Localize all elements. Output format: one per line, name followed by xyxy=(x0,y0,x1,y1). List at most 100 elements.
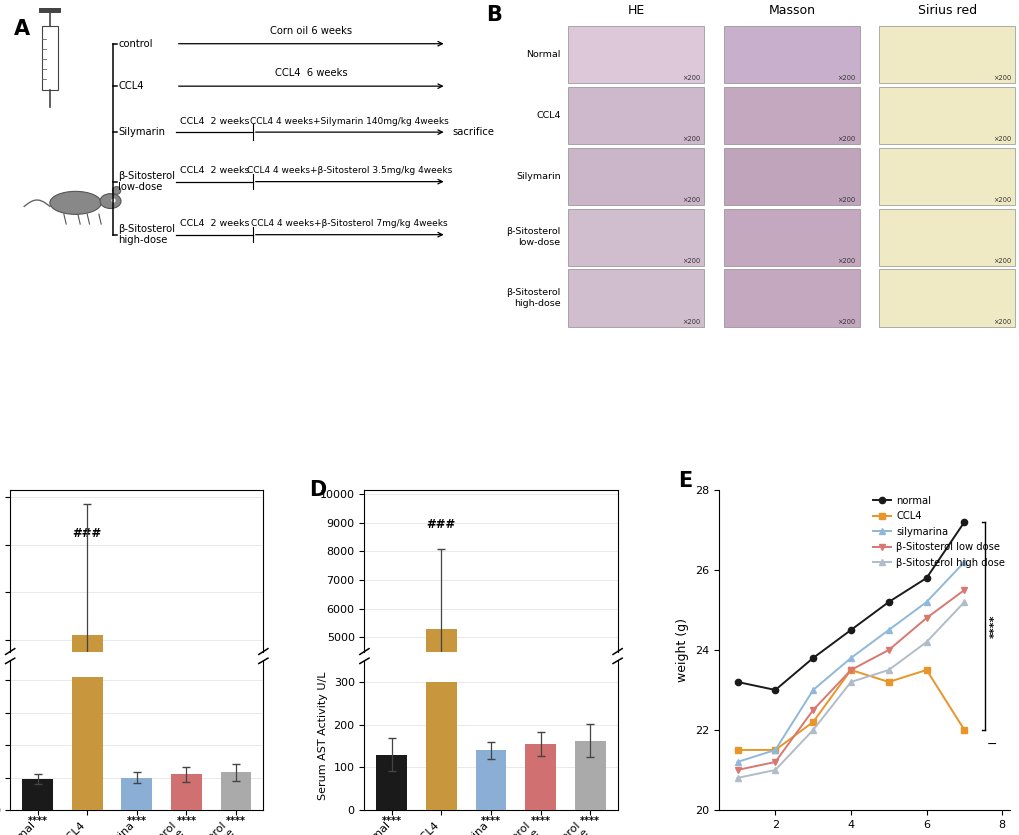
CCL4 xyxy=(731,745,743,755)
normal xyxy=(919,573,931,583)
Text: ×200: ×200 xyxy=(682,136,700,142)
silymarina xyxy=(919,597,931,607)
β-Sitosterol low dose xyxy=(806,705,818,715)
Text: β-Sitosterol
high-dose: β-Sitosterol high-dose xyxy=(118,224,175,245)
Text: CCL4 4 weeks+β-Sitosterol 3.5mg/kg 4weeks: CCL4 4 weeks+β-Sitosterol 3.5mg/kg 4week… xyxy=(247,166,451,175)
Text: CCL4  6 weeks: CCL4 6 weeks xyxy=(274,68,347,78)
Line: CCL4: CCL4 xyxy=(734,667,967,753)
Bar xyxy=(40,7,60,12)
Bar xyxy=(171,774,202,810)
CCL4 xyxy=(806,717,818,727)
Bar xyxy=(71,635,103,830)
FancyBboxPatch shape xyxy=(723,87,859,144)
CCL4 xyxy=(881,677,894,687)
silymarina xyxy=(881,625,894,635)
Text: CCL4: CCL4 xyxy=(536,111,560,120)
Line: silymarina: silymarina xyxy=(734,559,967,765)
β-Sitosterol high dose xyxy=(806,725,818,735)
Text: ****: **** xyxy=(176,816,197,826)
FancyBboxPatch shape xyxy=(723,270,859,326)
Bar xyxy=(376,755,407,810)
β-Sitosterol high dose xyxy=(881,665,894,675)
Bar xyxy=(42,26,58,89)
FancyBboxPatch shape xyxy=(878,26,1015,84)
β-Sitosterol high dose xyxy=(919,637,931,647)
Text: ****: **** xyxy=(530,816,550,826)
Text: D: D xyxy=(309,480,326,500)
β-Sitosterol high dose xyxy=(958,597,970,607)
β-Sitosterol low dose xyxy=(731,765,743,775)
Text: HE: HE xyxy=(627,4,644,18)
Text: Corn oil 6 weeks: Corn oil 6 weeks xyxy=(270,26,352,36)
silymarina xyxy=(806,685,818,695)
silymarina xyxy=(958,557,970,567)
FancyBboxPatch shape xyxy=(568,87,704,144)
FancyBboxPatch shape xyxy=(568,148,704,205)
Ellipse shape xyxy=(100,194,121,209)
CCL4 xyxy=(919,665,931,675)
Text: ****: **** xyxy=(28,816,48,826)
Text: CCL4 4 weeks+β-Sitosterol 7mg/kg 4weeks: CCL4 4 weeks+β-Sitosterol 7mg/kg 4weeks xyxy=(251,220,447,228)
Text: ×200: ×200 xyxy=(682,318,700,325)
Line: normal: normal xyxy=(734,519,967,693)
Bar xyxy=(475,751,505,810)
Text: Sirius red: Sirius red xyxy=(917,4,976,18)
Bar xyxy=(426,629,457,780)
Bar xyxy=(22,779,53,810)
β-Sitosterol low dose xyxy=(919,613,931,623)
Legend: normal, CCL4, silymarina, β-Sitosterol low dose, β-Sitosterol high dose: normal, CCL4, silymarina, β-Sitosterol l… xyxy=(868,492,1008,572)
Text: ×200: ×200 xyxy=(837,197,855,203)
Text: ###: ### xyxy=(72,528,102,540)
FancyBboxPatch shape xyxy=(878,270,1015,326)
β-Sitosterol high dose xyxy=(731,773,743,783)
Text: ###: ### xyxy=(426,519,455,531)
FancyBboxPatch shape xyxy=(723,26,859,84)
silymarina xyxy=(844,653,856,663)
FancyBboxPatch shape xyxy=(568,26,704,84)
FancyBboxPatch shape xyxy=(568,209,704,266)
Text: β-Sitosterol
low-dose: β-Sitosterol low-dose xyxy=(505,227,560,247)
Text: sacrifice: sacrifice xyxy=(451,127,493,137)
β-Sitosterol low dose xyxy=(844,665,856,675)
Text: ****: **** xyxy=(381,816,401,826)
Text: CCL4 4 weeks+Silymarin 140mg/kg 4weeks: CCL4 4 weeks+Silymarin 140mg/kg 4weeks xyxy=(250,117,448,126)
CCL4 xyxy=(958,725,970,735)
Text: ×200: ×200 xyxy=(837,75,855,81)
Text: ****: **** xyxy=(481,816,500,826)
Text: ****: **** xyxy=(988,615,999,638)
β-Sitosterol low dose xyxy=(881,645,894,655)
Bar xyxy=(426,682,457,810)
Text: ****: **** xyxy=(226,816,246,826)
Text: Silymarin: Silymarin xyxy=(118,127,165,137)
Text: ×200: ×200 xyxy=(682,258,700,264)
CCL4 xyxy=(844,665,856,675)
CCL4 xyxy=(768,745,781,755)
FancyBboxPatch shape xyxy=(723,209,859,266)
Bar xyxy=(575,741,605,810)
Bar xyxy=(121,777,152,810)
Y-axis label: weight (g): weight (g) xyxy=(676,618,689,682)
Line: β-Sitosterol high dose: β-Sitosterol high dose xyxy=(734,599,967,781)
Text: ×200: ×200 xyxy=(993,75,1011,81)
Text: β-Sitosterol
low-dose: β-Sitosterol low-dose xyxy=(118,171,175,192)
Ellipse shape xyxy=(50,191,101,215)
Text: CCL4  2 weeks: CCL4 2 weeks xyxy=(179,166,249,175)
normal xyxy=(958,517,970,527)
FancyBboxPatch shape xyxy=(878,209,1015,266)
β-Sitosterol high dose xyxy=(768,765,781,775)
Text: CCL4  2 weeks: CCL4 2 weeks xyxy=(179,220,249,228)
FancyBboxPatch shape xyxy=(568,270,704,326)
Text: A: A xyxy=(14,19,30,39)
Text: ×200: ×200 xyxy=(837,136,855,142)
Text: ×200: ×200 xyxy=(993,136,1011,142)
silymarina xyxy=(768,745,781,755)
Text: β-Sitosterol
high-dose: β-Sitosterol high-dose xyxy=(505,288,560,307)
normal xyxy=(844,625,856,635)
Text: ****: **** xyxy=(580,816,600,826)
Text: ×200: ×200 xyxy=(682,197,700,203)
normal xyxy=(806,653,818,663)
Text: ×200: ×200 xyxy=(993,258,1011,264)
Bar xyxy=(71,677,103,810)
silymarina xyxy=(731,757,743,767)
Text: control: control xyxy=(118,38,153,48)
